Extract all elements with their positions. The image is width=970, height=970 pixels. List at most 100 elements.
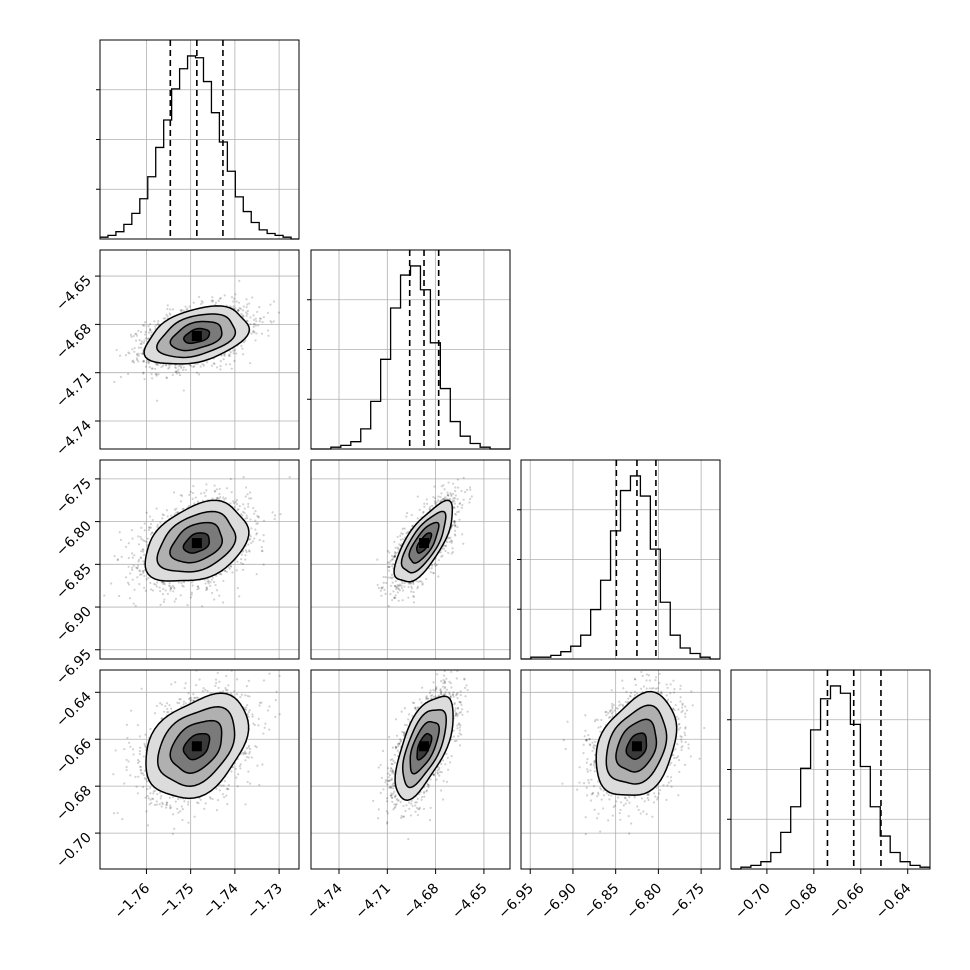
sample-point [169,308,172,311]
sample-point [159,603,162,606]
sample-point [450,540,454,543]
sample-point [212,362,215,365]
xtick-label: −4.65 [449,881,491,923]
sample-point [138,569,141,572]
sample-point [162,582,165,586]
sample-point [463,490,467,494]
sample-point [393,596,396,599]
sample-point [125,723,128,726]
sample-point [397,799,400,802]
sample-point [645,679,648,682]
sample-point [672,707,675,710]
sample-point [460,733,463,736]
sample-point [457,735,460,738]
sample-point [442,674,446,677]
sample-point [453,703,456,706]
sample-point [402,815,405,818]
sample-point [144,321,147,324]
sample-point [142,372,145,375]
sample-point [249,518,252,521]
sample-point [454,490,457,493]
sample-point [656,690,659,694]
sample-point [454,707,457,710]
sample-point [182,366,185,369]
sample-point [646,796,649,800]
sample-point [425,498,428,501]
sample-point [250,332,253,335]
sample-point [177,797,180,801]
sample-point [137,346,140,349]
sample-point [132,564,135,567]
sample-point [379,763,382,767]
sample-point [178,701,181,705]
sample-point [594,718,597,721]
sample-point [209,797,212,800]
sample-point [391,800,394,803]
sample-point [129,709,133,712]
sample-point [191,497,194,500]
sample-point [586,770,589,773]
sample-point [255,533,258,536]
sample-point [448,540,451,544]
sample-point [654,676,658,679]
sample-point [154,373,158,376]
panel-2d-2-3 [520,669,721,870]
sample-point [680,740,683,743]
sample-point [205,489,208,492]
sample-point [155,507,158,510]
sample-point [249,491,252,494]
sample-point [440,690,443,693]
sample-point [628,801,631,804]
sample-point [224,569,227,573]
sample-point [450,755,453,758]
sample-point [390,793,394,797]
sample-point [161,364,165,367]
sample-point [454,665,456,667]
contour-line [183,327,211,345]
sample-point [174,370,178,373]
sample-point [440,499,443,502]
sample-point [462,498,465,501]
xtick-label: −6.85 [581,881,623,923]
density-peak [191,330,202,341]
sample-point [452,691,455,694]
sample-point [410,513,413,517]
sample-point [241,550,244,553]
sample-point [458,700,461,703]
sample-point [237,309,240,312]
histogram-line [100,55,299,240]
sample-point [228,353,231,356]
sample-point [593,808,596,811]
sample-point [142,548,145,551]
sample-point [254,528,257,531]
sample-point [174,370,177,373]
sample-point [672,691,676,694]
sample-point [144,330,147,333]
sample-point [391,558,394,561]
sample-point [252,330,255,334]
sample-point [463,678,466,681]
sample-point [150,531,154,534]
sample-point [262,679,266,682]
sample-point [424,577,428,581]
sample-point [247,502,250,506]
sample-point [237,301,241,304]
sample-point [140,340,143,343]
xtick-label: −4.74 [304,880,346,922]
sample-point [394,546,397,549]
sample-point [458,744,462,747]
sample-point [263,726,266,729]
sample-point [400,532,403,535]
sample-point [388,551,391,554]
sample-point [444,763,447,766]
sample-point [593,770,596,773]
sample-point [588,743,591,746]
ytick-label: −6.85 [53,561,95,603]
sample-point [462,476,465,480]
sample-point [673,709,676,712]
sample-point [588,738,591,741]
sample-point [120,555,123,558]
sample-point [269,303,272,306]
sample-point [459,693,462,697]
sample-point [440,680,443,683]
